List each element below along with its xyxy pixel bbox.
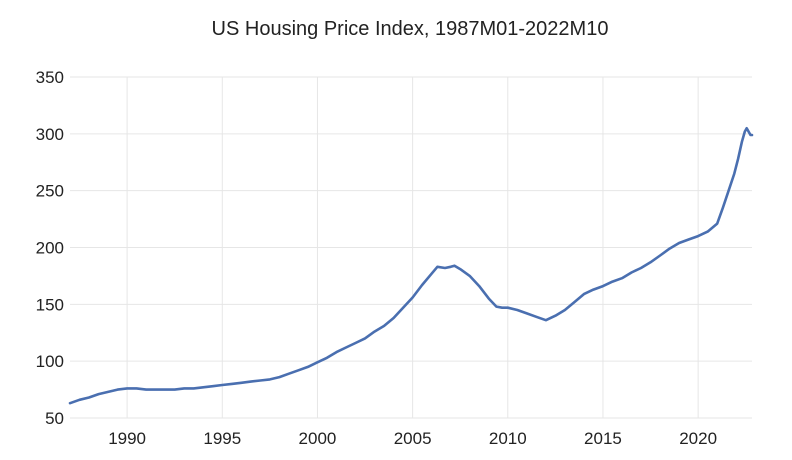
x-tick-label: 1995 — [203, 429, 241, 448]
y-axis: 50 100 150 200 250 300 350 — [36, 68, 64, 428]
series-line-0 — [68, 126, 754, 405]
x-tick-label: 2020 — [679, 429, 717, 448]
y-tick-label: 200 — [36, 239, 64, 258]
x-tick-label: 1990 — [108, 429, 146, 448]
x-tick-label: 2000 — [299, 429, 337, 448]
chart-title: US Housing Price Index, 1987M01-2022M10 — [212, 18, 609, 40]
y-tick-label: 350 — [36, 68, 64, 87]
y-tick-label: 100 — [36, 352, 64, 371]
x-tick-label: 2010 — [489, 429, 527, 448]
gridlines — [70, 76, 752, 419]
y-tick-label: 50 — [45, 409, 64, 428]
x-tick-label: 2005 — [394, 429, 432, 448]
x-tick-label: 2015 — [584, 429, 622, 448]
y-tick-label: 250 — [36, 182, 64, 201]
y-tick-label: 300 — [36, 125, 64, 144]
x-axis: 1990 1995 2000 2005 2010 2015 2020 — [108, 429, 717, 448]
plot-area — [68, 126, 754, 405]
y-tick-label: 150 — [36, 295, 64, 314]
